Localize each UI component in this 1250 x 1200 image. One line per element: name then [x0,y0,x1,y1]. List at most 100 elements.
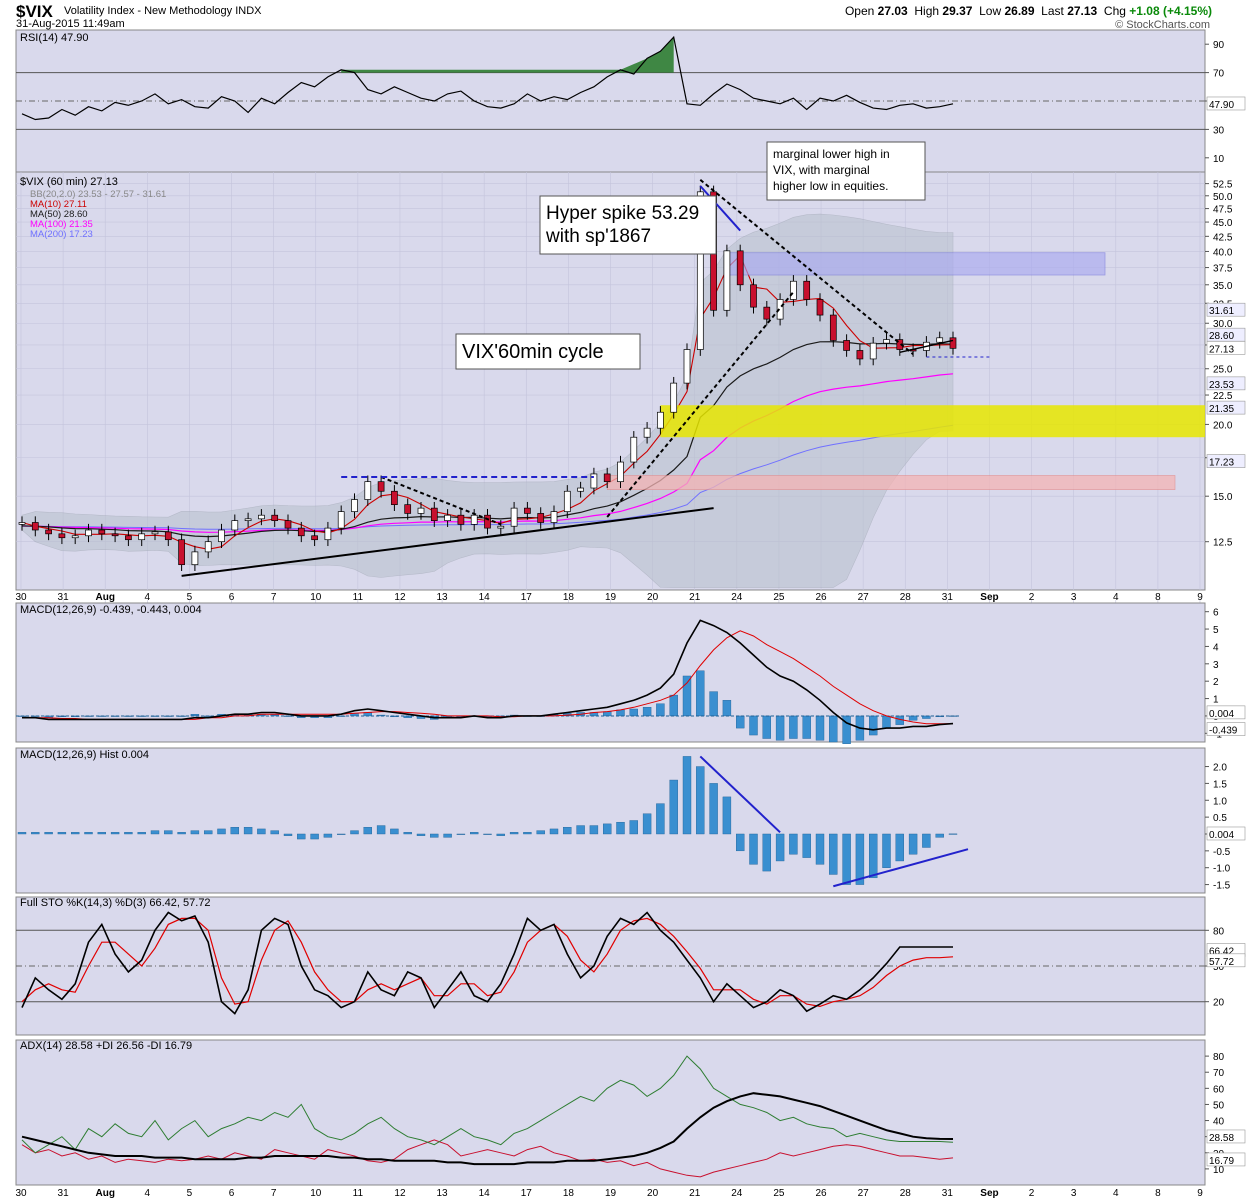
adx-plus-di-line [21,1055,954,1154]
x-axis-label-bottom: 25 [773,1188,785,1199]
histogram-bar [563,827,572,835]
macd-hist-bar [696,670,705,717]
rsi-axis-tick-label: 10 [1213,154,1225,165]
price-right-label: 17.23 [1209,458,1234,469]
candle [244,518,252,522]
macd-axis-tick-label: 6 [1213,608,1219,619]
histogram-bar [310,833,319,840]
macd-hist-bar [908,715,918,721]
price-right-label-tag [1206,376,1246,391]
macd-hist-bar [762,715,771,739]
ohlc-summary: Open 27.03 High 29.37 Low 26.89 Last 27.… [845,4,1212,18]
histogram-bar [124,832,133,835]
candle [484,514,491,529]
histogram-bar [908,833,918,855]
annotation-hyper-spike-box [539,195,717,255]
brand: © StockCharts.com [1115,19,1210,31]
macd-hist-bar [749,715,758,736]
histogram-bar [509,832,519,835]
candle [723,250,731,311]
histogram-bar [17,832,27,835]
histogram-bar [350,830,359,835]
macd-hist-bar [616,709,625,717]
histogram-axis-tick-label: -0.5 [1213,847,1231,858]
adx-axis-tick-label: 80 [1213,1052,1225,1063]
histogram-bar [722,796,732,835]
last-label: Last [1041,4,1064,18]
low-label: Low [979,4,1002,18]
candle [617,461,624,483]
macd-hist-bar [789,715,798,739]
histogram-title: MACD(12,26,9) Hist 0.004 [20,749,149,761]
instrument-name: Volatility Index - New Methodology INDX [64,5,262,17]
stochastic-right-label: 66.42 [1209,946,1234,957]
x-axis-label: 20 [647,592,659,603]
histogram-bar [603,823,612,835]
candle [231,520,239,531]
price-legend-item: MA(50) 28.60 [30,209,88,220]
macd-hist-bar [642,707,652,717]
histogram-bar [44,832,53,835]
macd-right-label: -0.439 [1209,726,1238,737]
price-right-label: 23.53 [1209,380,1234,391]
macd-hist-bar [722,700,732,717]
histogram-bar [496,833,505,836]
stochastic-right-label-tag [1206,953,1246,968]
chg-label: Chg [1103,4,1126,18]
adx-right-label-tag [1206,1129,1246,1144]
candle [417,507,425,514]
price-axis-tick-label: 12.5 [1213,538,1233,549]
x-axis-label: 12 [394,592,406,603]
histogram-bar [948,833,958,835]
histogram-bar [869,833,878,879]
histogram-bar [749,833,758,865]
histogram-bar [682,756,692,835]
x-axis-label-bottom: 21 [689,1188,701,1199]
adx-right-label-tag [1206,1152,1246,1167]
candle [657,411,664,429]
annotation-hyper-spike: with sp'1867 [545,226,651,247]
histogram-bar [882,833,891,868]
histogram-bar [470,832,479,835]
candle [284,520,292,529]
macd-axis-tick-label: 1 [1213,695,1219,706]
macd-hist-bar [736,715,745,729]
rsi-line [21,35,954,121]
macd-hist-bar [709,691,718,717]
histogram-bar [656,803,665,835]
stochastic-title: Full STO %K(14,3) %D(3) 66.42, 57.72 [20,897,211,909]
histogram-bar [390,828,399,835]
x-axis-label: 7 [271,592,277,603]
histogram-bar [523,832,532,835]
rsi-last-label-tag [1206,96,1246,111]
macd-hist-bar [669,694,678,717]
x-axis-label-bottom: 6 [229,1188,235,1199]
x-axis-label: 31 [58,592,70,603]
histogram-bar [243,827,253,835]
histogram-axis-tick-label: 2.0 [1213,763,1227,774]
open-label: Open [844,4,875,18]
histogram-bar [137,832,146,835]
histogram-bar [443,833,452,838]
x-axis-label-bottom: 9 [1197,1188,1203,1199]
x-axis-label: 14 [479,592,491,603]
x-axis-label: 8 [1155,592,1161,603]
macd-axis-tick-label: 4 [1213,642,1219,653]
histogram-bar [403,832,412,835]
x-axis-label: 18 [563,592,575,603]
candle [856,350,864,360]
candle [603,473,611,483]
price-right-label: 27.13 [1209,344,1234,355]
support-zone-yellow [660,405,1205,438]
candle [337,511,345,529]
candle [258,514,265,520]
price-axis-tick-label: 52.5 [1213,180,1233,191]
blue-lower-high-line [699,185,741,232]
price-axis-tick-label: 15.0 [1213,492,1233,503]
candle [537,513,545,523]
candle [138,533,146,541]
candle [497,525,505,529]
candle [364,481,372,500]
stochastic-axis-tick-label: 50 [1213,962,1225,973]
